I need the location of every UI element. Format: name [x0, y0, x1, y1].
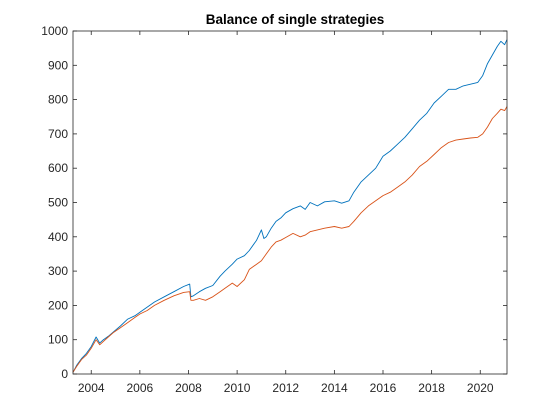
y-tick-label: 1000: [41, 24, 68, 38]
series-line-2: [72, 106, 508, 373]
x-tick-label: 2012: [272, 381, 299, 395]
x-tick-label: 2008: [175, 381, 202, 395]
y-tick-label: 700: [48, 127, 68, 141]
x-tick-label: 2014: [321, 381, 348, 395]
y-tick-label: 800: [48, 93, 68, 107]
x-tick-label: 2016: [370, 381, 397, 395]
x-tick-label: 2020: [467, 381, 494, 395]
x-tick-label: 2010: [224, 381, 251, 395]
x-tick-label: 2018: [418, 381, 445, 395]
y-tick-label: 200: [48, 298, 68, 312]
y-tick-label: 100: [48, 333, 68, 347]
plot-frame: [72, 30, 508, 375]
y-tick-label: 400: [48, 230, 68, 244]
x-tick-label: 2006: [127, 381, 154, 395]
chart-title: Balance of single strategies: [206, 12, 385, 27]
series-line-1: [72, 39, 508, 373]
y-tick-label: 500: [48, 196, 68, 210]
y-tick-label: 900: [48, 58, 68, 72]
plot-series: [72, 39, 508, 373]
y-tick-label: 0: [61, 367, 68, 381]
y-tick-label: 300: [48, 264, 68, 278]
y-tick-label: 600: [48, 161, 68, 175]
y-axis: 0 100 200 300 400 500 600 700 800 900 1000: [41, 24, 507, 381]
x-axis: 2004 2006 2008 2010 2012 2014 2016 2018 2020: [78, 31, 494, 395]
x-tick-label: 2004: [78, 381, 105, 395]
